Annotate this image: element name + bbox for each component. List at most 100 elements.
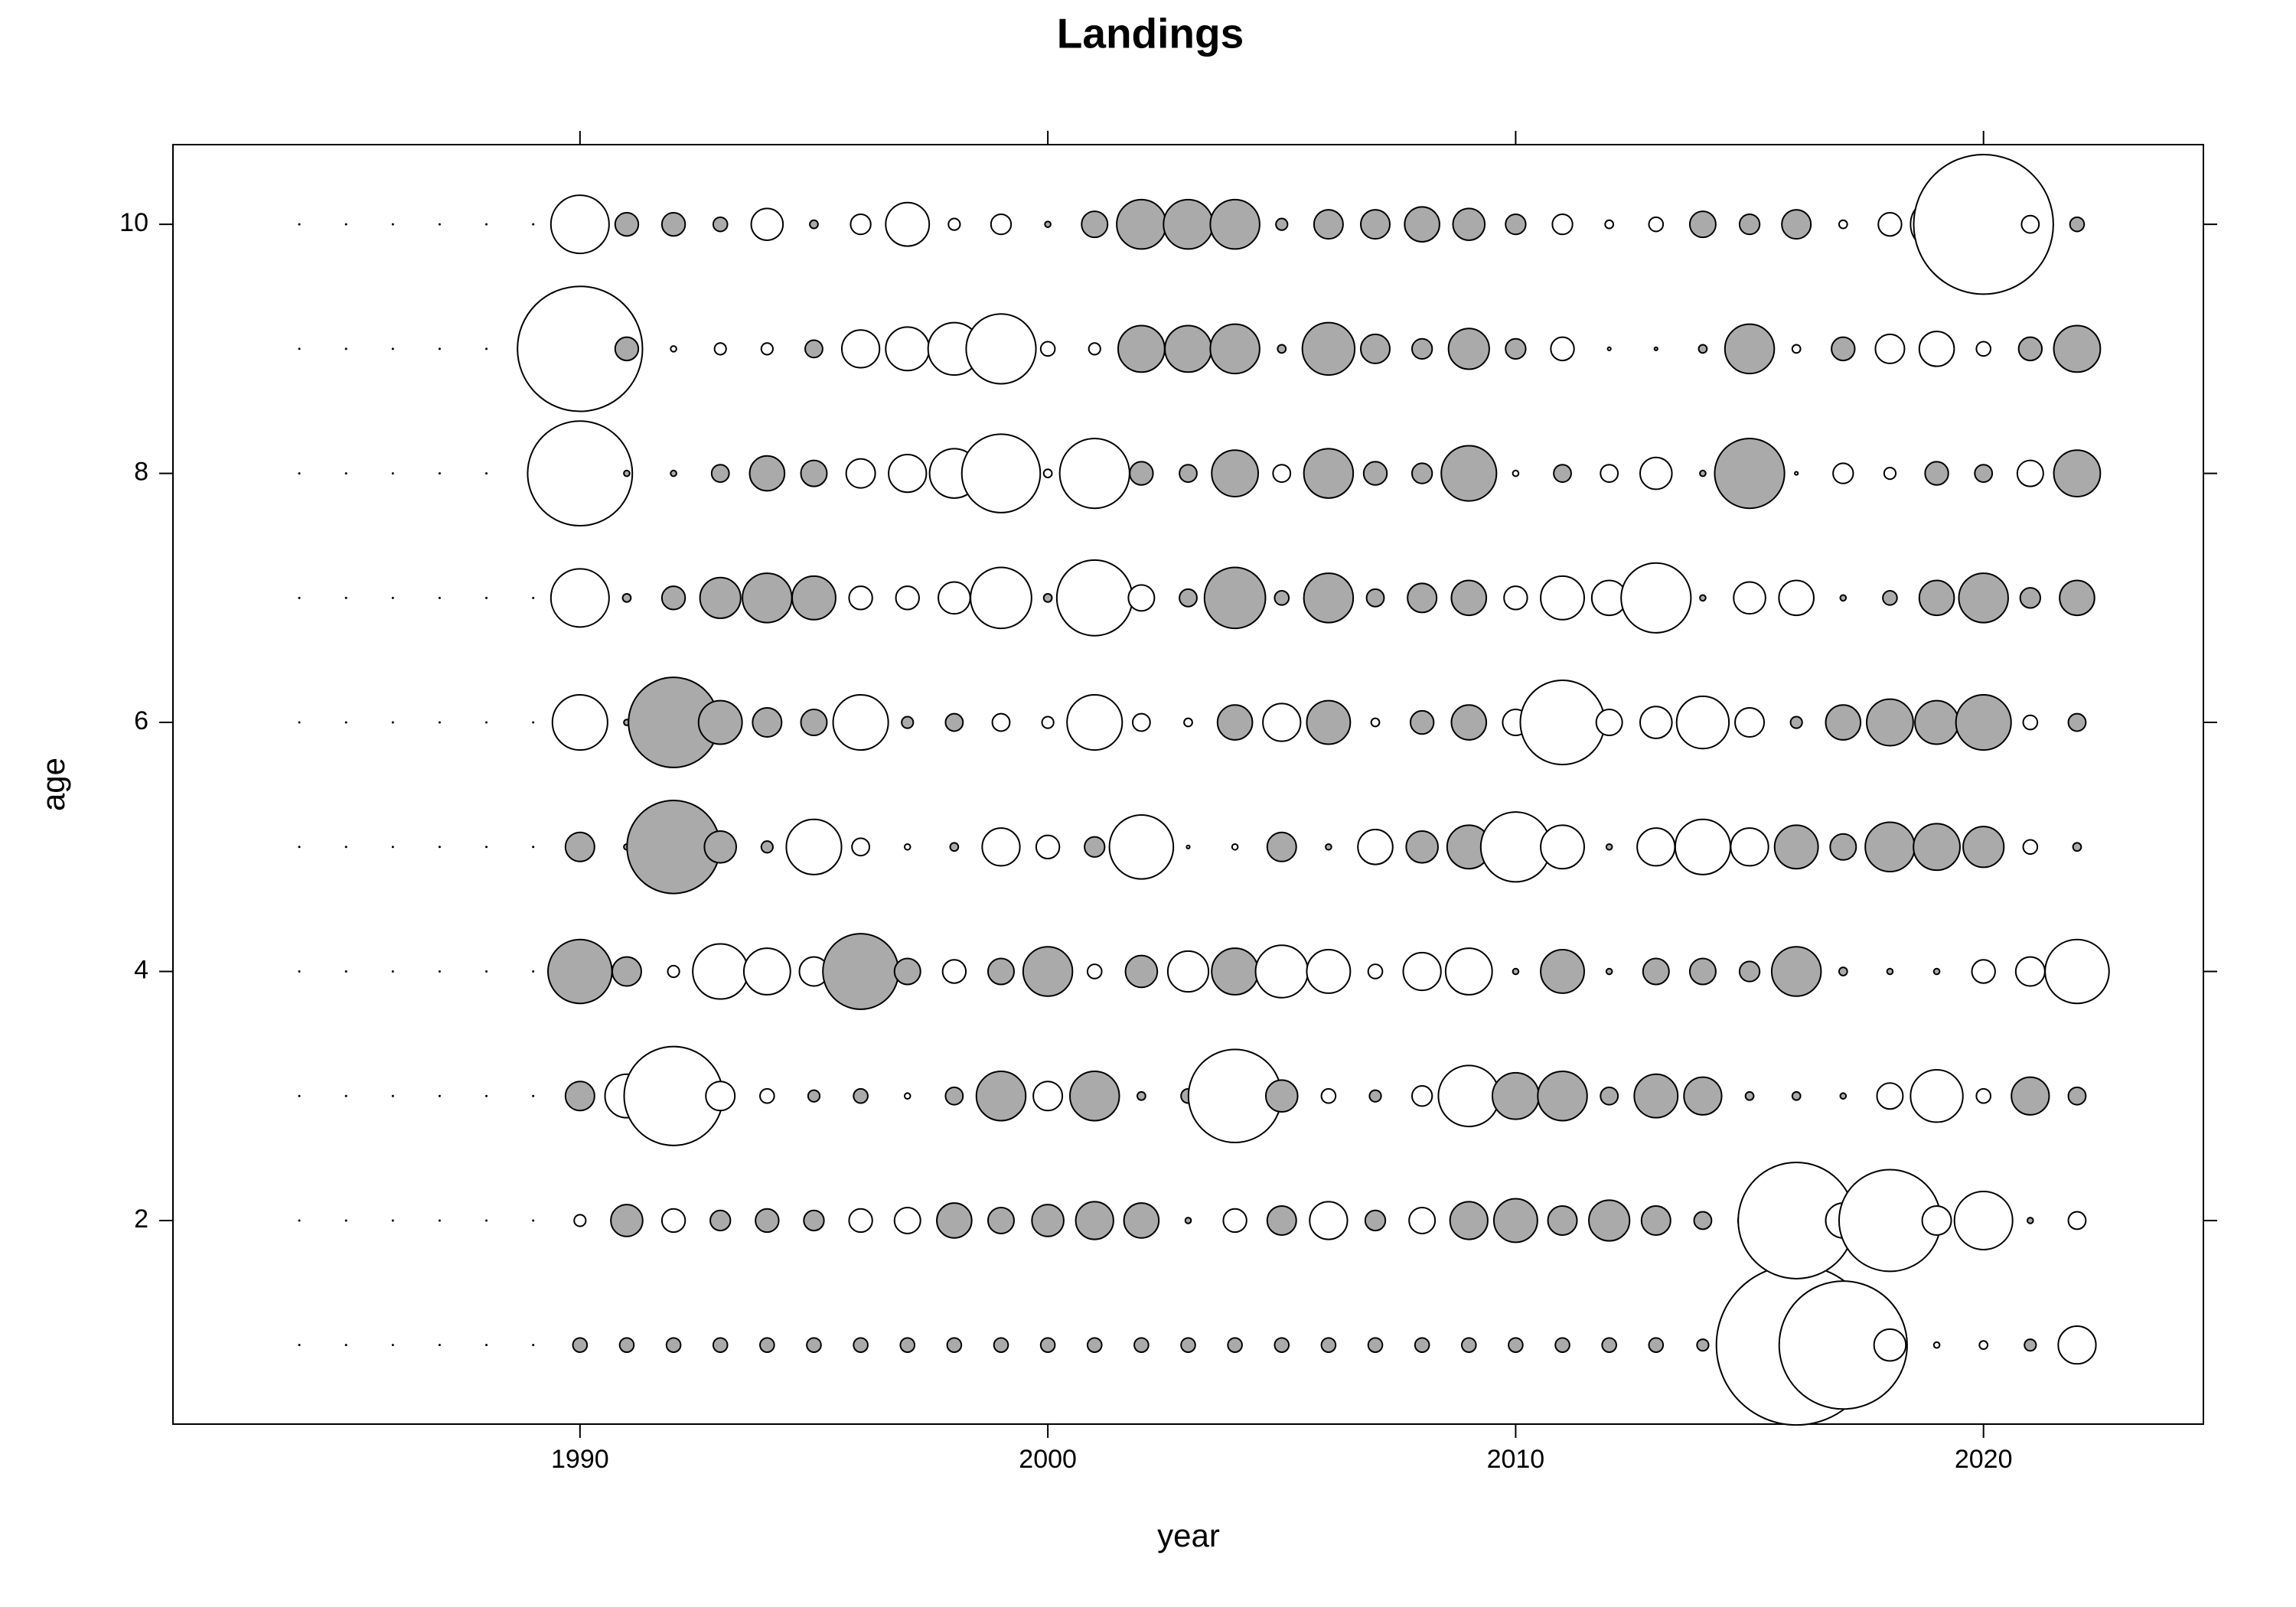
bubble: [532, 1344, 535, 1347]
bubble: [2017, 336, 2043, 362]
bubble: [298, 223, 301, 226]
bubble: [564, 831, 595, 862]
bubble: [614, 211, 640, 237]
bubble: [1450, 579, 1488, 617]
bubble: [800, 709, 828, 737]
bubble: [573, 1214, 587, 1227]
bubble: [1781, 209, 1812, 240]
bubble: [851, 837, 870, 857]
bubble: [1032, 1081, 1064, 1112]
bubble: [713, 342, 727, 356]
bubble: [564, 1081, 595, 1112]
bubble: [848, 585, 873, 611]
bubble: [759, 1087, 775, 1104]
bubble: [1274, 590, 1290, 606]
bubble: [1086, 963, 1103, 980]
bubble: [1639, 706, 1673, 739]
bubble: [2022, 839, 2039, 856]
bubble: [1313, 209, 1344, 240]
bubble: [893, 1206, 921, 1234]
bubble: [1877, 211, 1903, 237]
bubble: [298, 1094, 301, 1097]
bubble: [703, 830, 738, 864]
bubble: [391, 596, 394, 599]
bubble: [1364, 1209, 1387, 1232]
bubble: [1674, 818, 1731, 875]
bubble: [485, 347, 488, 350]
y-tick-label: 8: [134, 458, 148, 487]
bubble: [1409, 709, 1435, 735]
bubble: [1882, 590, 1898, 606]
bubble: [438, 1219, 441, 1222]
bubble: [1789, 715, 1803, 729]
bubble: [2059, 579, 2095, 617]
bubble: [840, 329, 881, 369]
bubble: [692, 943, 749, 1000]
bubble: [1519, 679, 1606, 766]
bubble: [1744, 1090, 1755, 1101]
bubble: [901, 715, 915, 729]
bubble: [2053, 449, 2102, 497]
bubble: [1640, 1204, 1671, 1236]
bubble: [1921, 1204, 1952, 1236]
bubble: [903, 843, 912, 851]
bubble: [298, 472, 301, 475]
bubble: [1209, 323, 1261, 375]
bubble: [438, 223, 441, 226]
bubble: [1605, 967, 1613, 976]
bubble: [1975, 341, 1992, 357]
bubble: [1492, 1071, 1540, 1120]
bubble: [485, 596, 488, 599]
y-tick-label: 2: [134, 1204, 148, 1234]
bubble: [1124, 954, 1159, 989]
bubble: [438, 846, 441, 849]
bubble: [2027, 1217, 2034, 1224]
bubble: [1831, 336, 1856, 362]
bubble: [344, 223, 347, 226]
bubble: [1309, 1201, 1349, 1240]
bubble: [532, 970, 535, 973]
bubble: [1068, 1070, 1120, 1122]
bubble: [1306, 949, 1352, 994]
bubble: [527, 420, 634, 526]
bubble: [888, 453, 928, 494]
x-tick-label: 2020: [1955, 1445, 2013, 1474]
bubble: [742, 572, 793, 624]
bubble: [990, 213, 1013, 236]
bubble: [1886, 967, 1894, 976]
bubble: [1360, 209, 1391, 240]
bubble: [944, 1086, 964, 1106]
bubble: [1357, 828, 1394, 865]
bubble: [1606, 346, 1612, 351]
bubble: [960, 433, 1042, 513]
bubble: [1738, 960, 1761, 983]
bubble: [550, 568, 610, 628]
bubble: [1639, 456, 1673, 491]
bubble: [1974, 464, 1994, 483]
bubble: [1683, 1076, 1723, 1116]
bubble: [1648, 216, 1665, 233]
bubble: [1839, 1092, 1848, 1100]
bubble: [807, 1089, 821, 1103]
bubble: [1733, 581, 1766, 615]
bubble: [2072, 842, 2082, 852]
bubble: [804, 339, 823, 359]
bubble: [947, 217, 961, 231]
bubble: [298, 970, 301, 973]
bubble: [1633, 1073, 1679, 1119]
bubble: [1932, 967, 1941, 976]
bubble: [391, 1094, 394, 1097]
bubble: [1084, 836, 1106, 858]
bubble: [344, 596, 347, 599]
bubble: [391, 347, 394, 350]
bubble: [1042, 592, 1053, 603]
bubble: [344, 472, 347, 475]
bubble: [965, 313, 1037, 385]
bubble: [391, 846, 394, 849]
bubble: [710, 464, 730, 483]
bubble: [532, 596, 535, 599]
bubble: [697, 699, 743, 745]
bubble: [1209, 198, 1261, 250]
bubble: [670, 469, 677, 478]
bubble: [712, 216, 729, 233]
